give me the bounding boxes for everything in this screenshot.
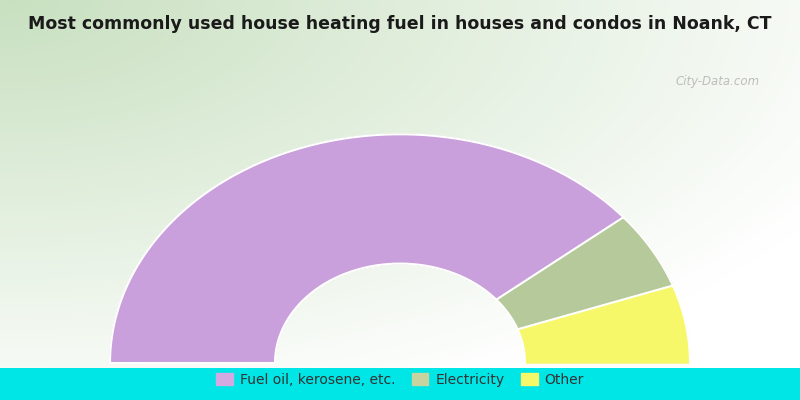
Polygon shape [496,217,673,329]
Polygon shape [518,286,690,363]
Text: Most commonly used house heating fuel in houses and condos in Noank, CT: Most commonly used house heating fuel in… [28,15,772,33]
Text: City-Data.com: City-Data.com [676,74,760,88]
Legend: Fuel oil, kerosene, etc., Electricity, Other: Fuel oil, kerosene, etc., Electricity, O… [210,368,590,392]
Polygon shape [110,134,623,363]
